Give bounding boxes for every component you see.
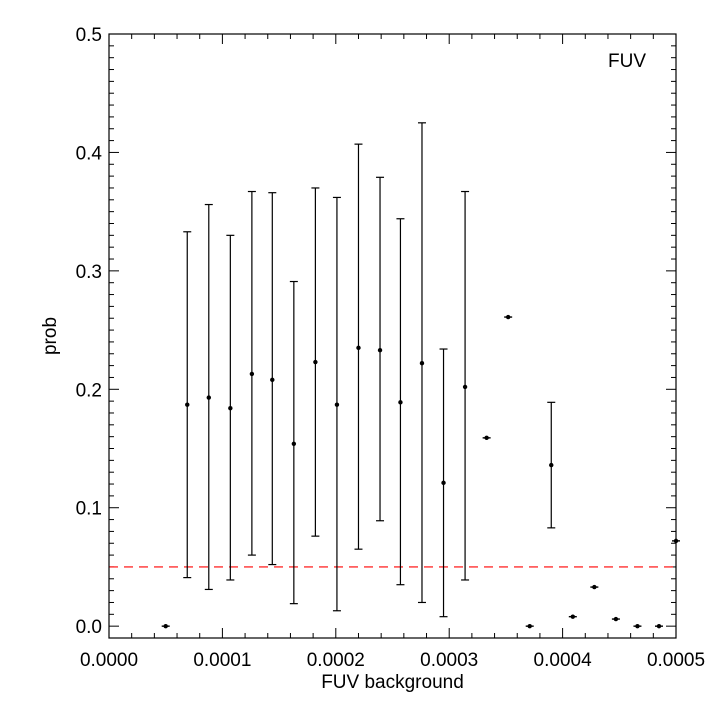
- x-tick-label: 0.0003: [420, 650, 478, 671]
- data-point: [334, 402, 340, 407]
- tick-labels: 0.0000 0.0001 0.0002 0.0003 0.0004 0.0005 0.0 0…: [76, 25, 705, 671]
- data-point: [635, 623, 640, 629]
- x-tick-label: 0.0001: [193, 650, 251, 671]
- y-tick-label: 0.3: [76, 262, 102, 283]
- data-point: [249, 371, 255, 377]
- data-point: [163, 623, 168, 629]
- y-tick-label: 0.5: [76, 25, 102, 46]
- data-point: [592, 584, 597, 590]
- x-tick-label: 0.0004: [534, 650, 593, 671]
- y-tick-label: 0.4: [76, 143, 103, 164]
- y-tick-label: 0.0: [76, 617, 102, 638]
- data-point: [398, 400, 403, 405]
- data-point: [570, 614, 576, 619]
- x-tick-label: 0.0000: [80, 650, 138, 671]
- data-point: [484, 435, 489, 441]
- x-axis-label: FUV background: [321, 672, 464, 693]
- data-point: [356, 345, 361, 351]
- x-tick-label: 0.0005: [647, 650, 705, 671]
- data-point: [441, 480, 446, 486]
- data-point: [462, 384, 468, 390]
- data-point: [377, 348, 383, 353]
- data-point: [270, 377, 275, 383]
- data-point: [656, 623, 662, 629]
- y-tick-label: 0.1: [76, 499, 102, 520]
- minor-ticks: [109, 34, 676, 639]
- plot-frame: [108, 33, 677, 639]
- data-point: [206, 395, 211, 400]
- data-points: [163, 314, 679, 629]
- data-point: [527, 623, 532, 629]
- y-tick-label: 0.2: [76, 380, 102, 401]
- data-point: [185, 402, 190, 407]
- data-point: [613, 616, 619, 622]
- data-point: [313, 359, 318, 365]
- panel-annotation: FUV: [608, 51, 646, 72]
- data-point: [291, 441, 297, 446]
- x-tick-label: 0.0002: [307, 650, 365, 671]
- data-point: [549, 462, 554, 468]
- data-point: [228, 406, 233, 411]
- y-axis-label: prob: [40, 317, 61, 355]
- data-point: [419, 361, 425, 366]
- data-point: [505, 314, 511, 320]
